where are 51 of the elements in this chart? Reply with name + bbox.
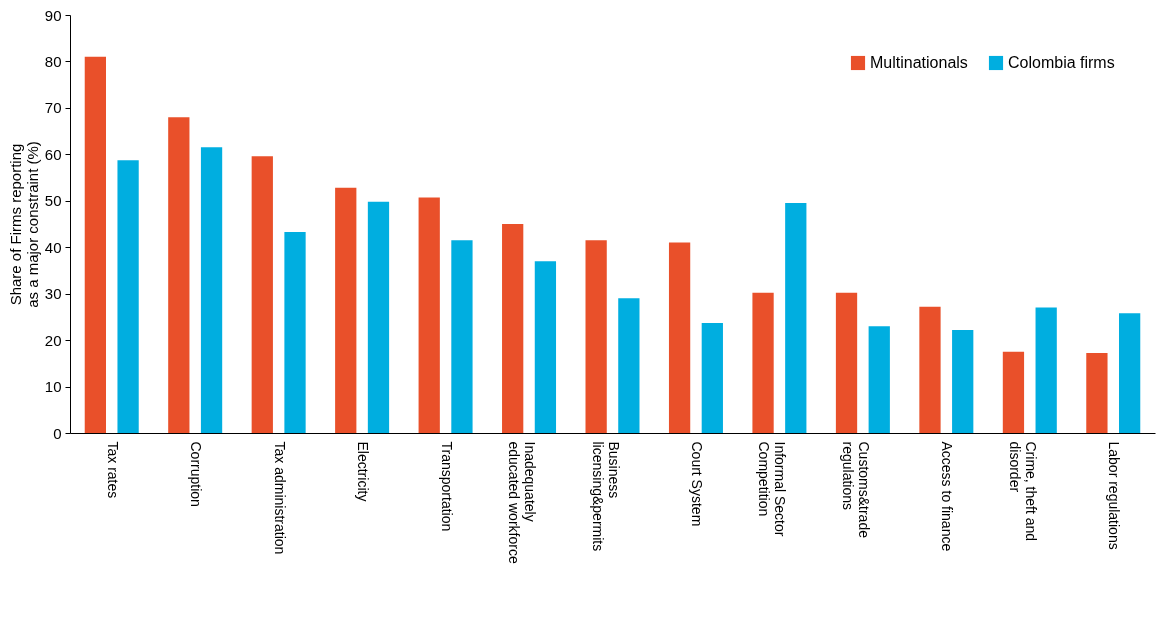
bar [1119, 313, 1141, 433]
bar [1086, 353, 1108, 433]
y-tick-label: 70 [44, 99, 62, 117]
x-tick-label: Electricity [355, 441, 372, 502]
bar [284, 231, 306, 433]
y-tick-label: 50 [44, 192, 62, 210]
bar [502, 224, 524, 433]
bar [251, 156, 273, 433]
bar [585, 240, 607, 433]
bar [752, 292, 774, 433]
bar [200, 147, 223, 433]
bar [1035, 307, 1057, 433]
bar [367, 201, 390, 433]
bar [451, 240, 473, 433]
bar [618, 298, 640, 433]
bar [952, 329, 974, 433]
x-tick-label: Tax rates [104, 441, 121, 499]
bar [1002, 351, 1025, 433]
bar [168, 117, 190, 433]
x-tick-label: Crime, theft and disorder [1006, 441, 1039, 542]
bar [335, 187, 357, 433]
bar [418, 197, 440, 433]
y-tick-label: 0 [53, 424, 62, 442]
x-tick-label: Inadequately educated workforce [506, 441, 539, 564]
legend-label: Multinationals [870, 54, 968, 71]
x-tick-label: Transportation [438, 441, 455, 532]
y-tick-label: 20 [44, 331, 62, 349]
bar [785, 203, 807, 433]
legend-label: Colombia firms [1008, 54, 1115, 71]
bar [868, 326, 890, 433]
bar [117, 160, 139, 433]
y-tick-label: 80 [44, 52, 62, 70]
bar [919, 306, 941, 433]
y-tick-label: 10 [44, 378, 62, 396]
x-tick-label: Tax administration [271, 441, 288, 555]
x-tick-label: Court System [688, 441, 705, 527]
bar [534, 261, 557, 433]
bar [84, 56, 106, 433]
x-tick-label: Customs&trade regulations [839, 441, 872, 539]
bar [701, 322, 723, 433]
x-tick-label: Informal Sector Competition [756, 441, 789, 537]
x-tick-label: Access to finance [939, 441, 956, 552]
y-tick-label: 40 [44, 238, 62, 256]
y-axis-title: Share of Firms reporting as a major constraint (%) [6, 141, 41, 308]
y-tick-label: 90 [44, 6, 62, 24]
y-tick-label: 60 [44, 145, 62, 163]
y-tick-label: 30 [44, 285, 62, 303]
bar [668, 242, 691, 433]
x-tick-label: Corruption [188, 441, 205, 507]
bar [835, 292, 858, 433]
x-tick-label: Labor regulations [1106, 441, 1123, 550]
